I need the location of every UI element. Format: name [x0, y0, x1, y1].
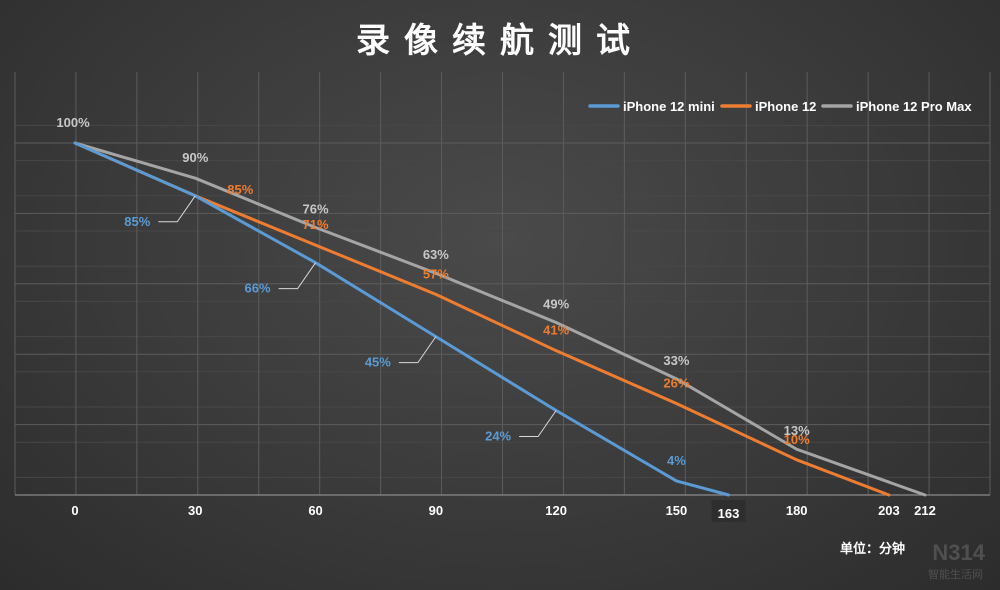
data-label: 33%	[663, 353, 689, 368]
label-leader-line	[398, 336, 437, 364]
data-label: 41%	[543, 323, 569, 338]
x-tick-label: 120	[545, 503, 567, 518]
data-label: 100%	[56, 115, 90, 130]
legend-label: iPhone 12 Pro Max	[856, 99, 972, 114]
x-tick-label: 150	[666, 503, 688, 518]
label-leaders	[158, 195, 557, 438]
legend-label: iPhone 12	[755, 99, 816, 114]
data-label: 13%	[784, 423, 810, 438]
data-label: 26%	[663, 375, 689, 390]
x-tick-label: 212	[914, 503, 936, 518]
data-label: 85%	[227, 182, 253, 197]
label-leader-line	[519, 410, 557, 438]
data-label: 45%	[365, 355, 391, 370]
x-tick-label: 60	[308, 503, 322, 518]
x-tick-highlight	[711, 500, 746, 522]
x-axis-ticks: 0 30 60 90 120 150 163 180 203 212	[71, 500, 936, 522]
watermark-subtext: 智能生活网	[928, 567, 983, 581]
data-label: 71%	[303, 217, 329, 232]
data-label: 10%	[784, 432, 810, 447]
data-label: 85%	[124, 214, 150, 229]
x-tick-label: 30	[188, 503, 202, 518]
grid	[14, 72, 991, 496]
data-label: 49%	[543, 297, 569, 312]
legend-label: iPhone 12 mini	[623, 99, 715, 114]
data-label: 63%	[423, 247, 449, 262]
series-line-iphone-12	[73, 141, 891, 497]
label-leader-line	[158, 195, 196, 223]
data-label: 4%	[667, 453, 686, 468]
data-label: 66%	[245, 281, 271, 296]
data-label: 57%	[423, 266, 449, 281]
legend: iPhone 12 mini iPhone 12 iPhone 12 Pro Max	[588, 99, 972, 114]
chart-title: 录像续航测试	[356, 21, 644, 60]
x-tick-label: 180	[786, 503, 808, 518]
x-tick-label: 203	[878, 503, 900, 518]
label-leader-line	[278, 262, 316, 290]
x-tick-label: 163	[718, 506, 740, 521]
x-tick-label: 0	[71, 503, 78, 518]
data-label: 76%	[303, 201, 329, 216]
series-line-iphone-12-pro-max	[73, 141, 927, 497]
data-label: 24%	[485, 429, 511, 444]
data-label: 90%	[182, 150, 208, 165]
watermark-text: N314	[932, 540, 985, 565]
data-labels: 100% 90% 76% 63% 49% 33% 13% 85% 71% 57% 41% 26% 10%…	[56, 115, 810, 468]
x-tick-label: 90	[429, 503, 443, 518]
unit-label: 单位：分钟	[840, 541, 905, 556]
